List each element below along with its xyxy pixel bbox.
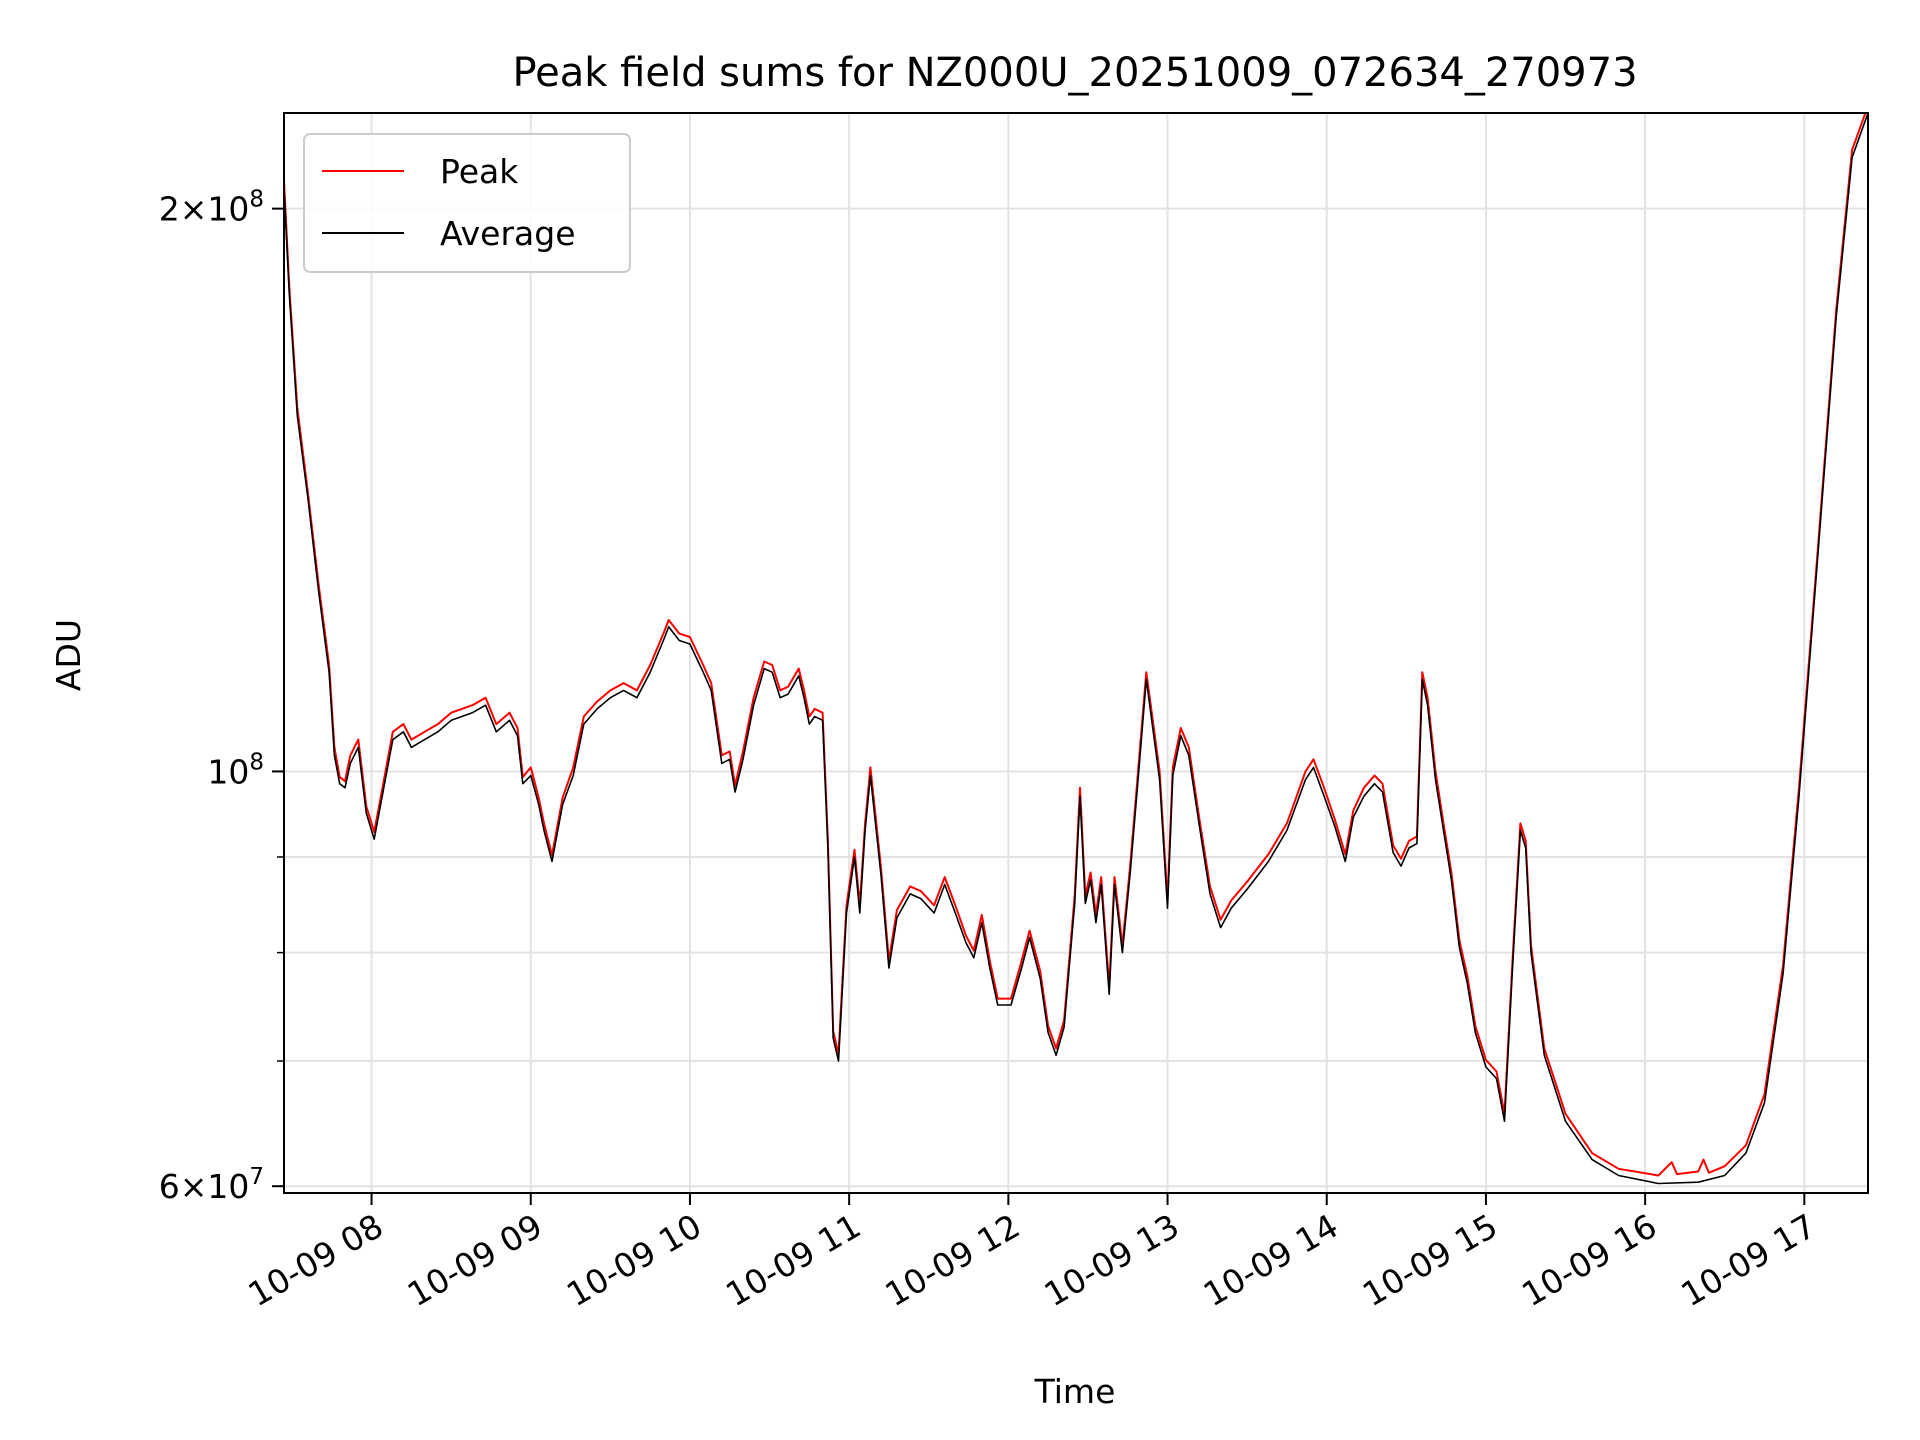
y-axis-ticks: 6×107 108 2×108: [159, 187, 284, 1206]
x-axis-label: Time: [1034, 1372, 1116, 1411]
legend-label-average: Average: [440, 214, 576, 253]
chart-title: Peak field sums for NZ000U_20251009_0726…: [512, 50, 1637, 96]
legend-box: [303, 133, 631, 273]
y-tick-label: 6×107: [159, 1164, 264, 1206]
series-line-average: [284, 113, 1868, 1185]
legend-label-peak: Peak: [440, 152, 519, 191]
series-line-peak: [284, 113, 1867, 1177]
axes-frame: [283, 112, 1869, 1194]
y-tick-label: 108: [207, 749, 264, 791]
y-tick-label: 2×108: [159, 187, 264, 229]
y-axis-label: ADU: [49, 619, 88, 691]
legend: Peak Average: [303, 133, 631, 273]
plot-area: [284, 113, 1868, 1185]
